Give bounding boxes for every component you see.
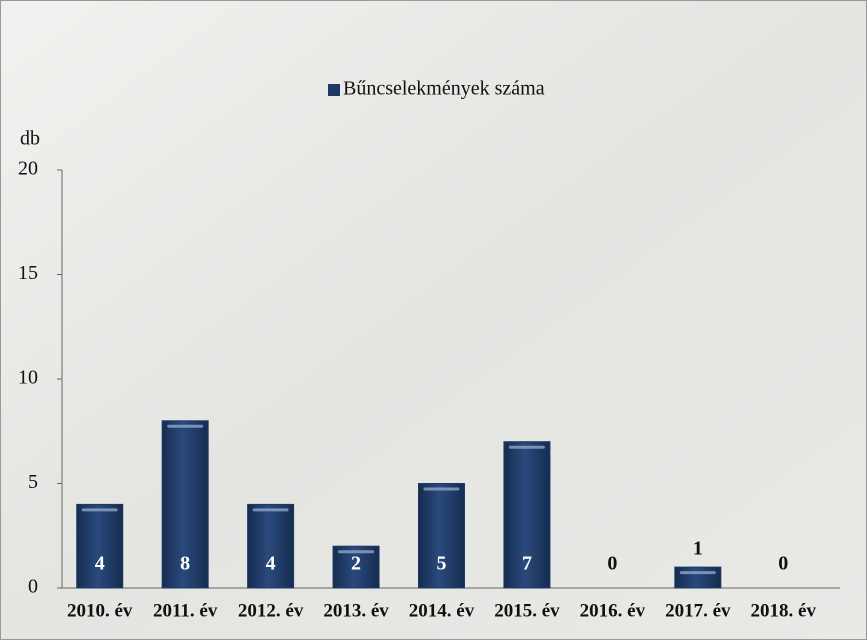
bar-highlight <box>338 550 375 554</box>
y-tick-label: 20 <box>18 158 38 180</box>
y-tick-label: 10 <box>18 367 38 389</box>
bar-highlight <box>508 445 545 449</box>
bar <box>418 483 465 589</box>
x-tick-label: 2012. év <box>238 600 304 621</box>
bar-highlight <box>167 424 204 428</box>
y-tick-label: 0 <box>28 576 38 598</box>
y-axis-label: db <box>20 128 40 150</box>
value-label: 7 <box>522 553 532 575</box>
value-label: 8 <box>180 553 190 575</box>
bar <box>674 566 722 589</box>
x-tick-label: 2014. év <box>409 600 475 621</box>
x-tick-label: 2018. év <box>751 600 817 621</box>
bar-highlight <box>252 508 289 512</box>
legend-label: Bűncselekmények száma <box>343 78 545 100</box>
bar <box>76 503 124 589</box>
legend-swatch <box>328 84 340 96</box>
value-label: 2 <box>351 553 361 575</box>
value-label: 1 <box>693 538 703 560</box>
bar-highlight <box>423 487 460 491</box>
x-tick-label: 2015. év <box>494 600 560 621</box>
bar-highlight <box>679 571 716 575</box>
y-tick-label: 5 <box>28 471 38 493</box>
x-tick-label: 2013. év <box>323 600 389 621</box>
bar-highlight <box>81 508 118 512</box>
x-tick-label: 2016. év <box>580 600 646 621</box>
value-label: 0 <box>778 553 788 575</box>
value-label: 4 <box>95 553 105 575</box>
x-tick-label: 2017. év <box>665 600 731 621</box>
bar <box>247 503 295 589</box>
x-tick-label: 2010. év <box>67 600 133 621</box>
value-label: 5 <box>437 553 447 575</box>
x-tick-label: 2011. év <box>153 600 218 621</box>
value-label: 4 <box>266 553 276 575</box>
bar <box>503 441 551 589</box>
y-tick-label: 15 <box>18 262 38 284</box>
value-label: 0 <box>607 553 617 575</box>
bar <box>161 420 209 589</box>
